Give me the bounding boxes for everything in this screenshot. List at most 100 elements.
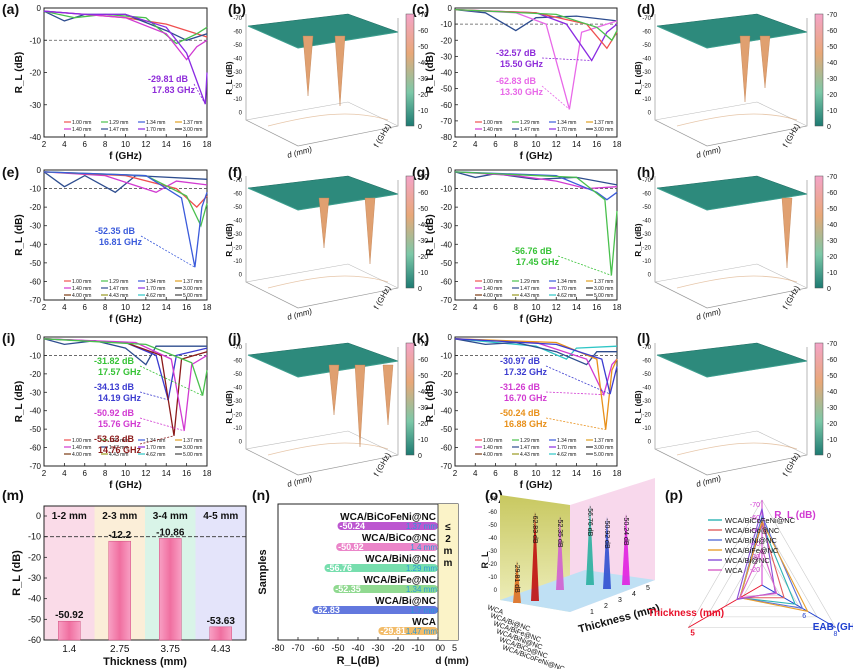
eab-tick-label: 6 <box>802 613 806 620</box>
rl-tick-label: -50 <box>750 528 760 535</box>
rl-spike <box>603 516 611 589</box>
spike-3d-chart: -70 -60 -50 -40 -30 -20 -10 0 R_L -29.81 dB -62.83… <box>480 478 662 669</box>
box-edge <box>654 176 808 309</box>
colorbar-tick-label: -10 <box>418 270 428 277</box>
x-tick-label: 16 <box>592 140 601 149</box>
peak-annotation-db: -53.63 dB <box>94 434 135 444</box>
legend-entry: 5.00 mm <box>594 293 613 299</box>
annotation-pointer <box>541 85 570 110</box>
legend-entry: 1.29 mm <box>520 279 539 285</box>
y-tick-label: -30 <box>29 101 41 110</box>
rl-bar <box>209 626 232 641</box>
sample-name: WCA/BiCo@NC <box>362 533 436 544</box>
thickness-value-label: 1.34 mm <box>406 585 437 594</box>
thickness-value-label: 1.47 mm <box>406 627 437 636</box>
thickness-tick-label: 4 <box>632 591 636 598</box>
z-tick-label: -60 <box>233 359 242 365</box>
peak-annotation-db: -34.13 dB <box>94 382 135 392</box>
side-label: m <box>444 546 453 557</box>
legend-entry: 1.34 mm <box>146 438 165 444</box>
sample-name: WCA/BiCoFeNi@NC <box>340 512 436 523</box>
y-tick-label: 0 <box>37 4 42 13</box>
x-tick-label: 2 <box>453 140 458 149</box>
legend-entry: 3.00 mm <box>594 127 613 133</box>
peak-annotation-ghz: 17.32 GHz <box>504 367 548 377</box>
y-axis-label: R_L (dB) <box>11 550 23 596</box>
annotation-pointer <box>545 391 604 396</box>
colorbar-tick-label: -30 <box>418 238 428 245</box>
panel-label-h: (h) <box>637 164 655 180</box>
rl-tick-label: -30 <box>750 554 760 561</box>
panel-label-d: (d) <box>637 1 655 17</box>
z-axis-label: R_L (dB) <box>634 61 643 95</box>
colorbar-tick-label: -10 <box>827 437 837 444</box>
colorbar <box>814 175 824 289</box>
legend-entry: 1.70 mm <box>146 286 165 292</box>
legend-entry: 1.29 mm <box>109 120 128 126</box>
z-tick-label: -50 <box>488 523 497 529</box>
y-tick-label: -70 <box>440 296 452 305</box>
legend-entry: 4.62 mm <box>146 452 165 458</box>
z-tick-label: -10 <box>233 259 242 265</box>
legend-entry: 4.00 mm <box>483 452 502 458</box>
z-tick-label: -40 <box>233 57 242 63</box>
z-tick-label: -30 <box>233 232 242 238</box>
spike-value-label: -50.24 dB <box>622 515 629 546</box>
colorbar-tick-label: -60 <box>827 28 837 35</box>
z-tick-label: -70 <box>642 345 651 351</box>
rl-curve-0 <box>454 338 618 360</box>
rl-value-label: -29.81 <box>380 626 406 636</box>
z-axis-label: R_L (dB) <box>634 390 643 424</box>
box-floor <box>654 101 808 127</box>
f-axis-label: f (GHz) <box>781 451 802 478</box>
rl-curve-3 <box>454 338 618 430</box>
peak-annotation-db: -56.76 dB <box>512 246 553 256</box>
legend-entry: 1.47 mm <box>520 127 539 133</box>
z-tick-label: -40 <box>488 536 497 542</box>
legend-entry: 4.43 mm <box>109 452 128 458</box>
y-tick-label: -20 <box>440 36 452 45</box>
colorbar-tick-label: -70 <box>827 12 837 19</box>
x-tick-label: 2 <box>453 303 458 312</box>
y-axis-label: R_L (dB) <box>425 381 436 422</box>
legend-entry: 1.34 mm <box>557 120 576 126</box>
panel-label-b: (b) <box>228 1 246 17</box>
z-tick-label: -10 <box>642 259 651 265</box>
y-tick-label: 0 <box>448 333 453 342</box>
colorbar-tick-label: -50 <box>827 373 837 380</box>
x-tick-label: 16 <box>592 303 601 312</box>
rl-line-chart-k: 2 4 6 8 10 12 14 16 18 0 -10 -20 -30 -40 -50 -60 -70 f (G… <box>425 333 622 491</box>
colorbar-tick-label: -70 <box>418 12 428 19</box>
y-tick-label: -60 <box>440 277 452 286</box>
x-tick-label: 10 <box>121 469 130 478</box>
rl-line-chart-g: 2 4 6 8 10 12 14 16 18 0 -10 -20 -30 -40 -50 -60 -70 f (G… <box>425 166 622 325</box>
colorbar-tick-label: -10 <box>827 108 837 115</box>
z-tick-label: -50 <box>233 372 242 378</box>
thickness-value-label: 1.37 mm <box>406 522 437 531</box>
surface-spike <box>364 197 376 265</box>
floor-contour <box>267 275 389 289</box>
plot-frame <box>454 336 618 467</box>
plot-frame <box>43 7 208 138</box>
rl-spike <box>513 560 521 603</box>
rl-spike <box>622 513 630 585</box>
colorbar-tick-label: -40 <box>418 389 428 396</box>
legend-entry: 1.34 mm <box>557 438 576 444</box>
surface-edge <box>656 25 808 49</box>
radar-legend-entry: WCA/BiCo@NC <box>725 526 780 535</box>
legend-entry: 4.43 mm <box>520 452 539 458</box>
z-tick-label: -50 <box>233 43 242 49</box>
rl-line-chart-e: 2 4 6 8 10 12 14 16 18 0 -10 -20 -30 -40 -50 -60 -70 f (G… <box>14 166 212 325</box>
annotation-pointer <box>545 417 606 430</box>
rl-curve-3 <box>43 338 208 431</box>
panel-label-j: (j) <box>228 330 241 346</box>
peak-annotation-db: -50.24 dB <box>500 408 541 418</box>
colorbar-tick-label: -20 <box>827 92 837 99</box>
z-tick-label: -20 <box>642 413 651 419</box>
d-axis-label: d (mm) <box>695 307 722 322</box>
legend-entry: 1.40 mm <box>483 127 502 133</box>
rl-bar <box>336 543 438 551</box>
legend-entry: 5.00 mm <box>594 452 613 458</box>
x-tick-label: -10 <box>411 643 424 653</box>
radar-axis-label-thickness: Thickness (mm) <box>648 608 724 619</box>
